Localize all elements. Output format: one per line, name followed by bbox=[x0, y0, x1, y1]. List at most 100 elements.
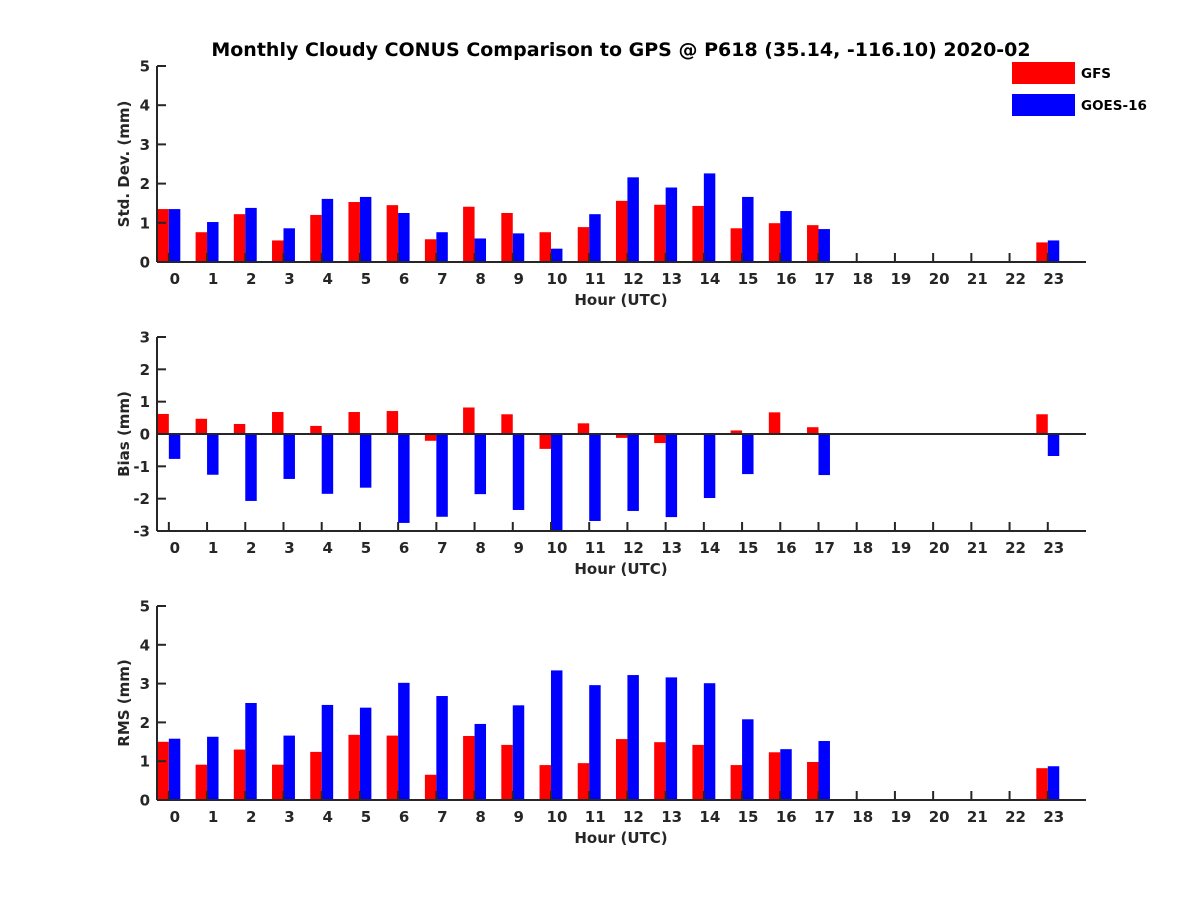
bar-stddev-goes-16-hour-17 bbox=[818, 229, 830, 262]
x-tick-label: 20 bbox=[929, 539, 950, 557]
bar-stddev-gfs-hour-7 bbox=[424, 239, 437, 262]
bar-bias-gfs-hour-9 bbox=[501, 414, 513, 434]
x-tick-label: 7 bbox=[437, 539, 447, 557]
bar-stddev-goes-16-hour-6 bbox=[398, 213, 410, 262]
bar-stddev-goes-16-hour-1 bbox=[207, 222, 219, 262]
x-tick-label: 12 bbox=[623, 808, 644, 826]
x-tick-label: 1 bbox=[208, 270, 218, 288]
x-tick-label: 20 bbox=[929, 270, 950, 288]
bar-stddev-gfs-hour-6 bbox=[386, 205, 399, 262]
bar-bias-goes-16-hour-4 bbox=[321, 434, 334, 494]
bar-rms-gfs-hour-23 bbox=[1036, 768, 1048, 800]
x-tick-label: 23 bbox=[1043, 270, 1064, 288]
bar-rms-goes-16-hour-7 bbox=[436, 696, 448, 800]
bar-rms-goes-16-hour-12 bbox=[627, 675, 639, 800]
bar-bias-goes-16-hour-17 bbox=[818, 434, 830, 476]
y-tick-label: -3 bbox=[133, 523, 150, 541]
x-tick-label: 18 bbox=[852, 270, 873, 288]
x-tick-label: 0 bbox=[170, 270, 180, 288]
x-tick-label: 10 bbox=[547, 808, 568, 826]
x-tick-label: 22 bbox=[1005, 270, 1026, 288]
x-tick-label: 5 bbox=[361, 270, 371, 288]
bar-stddev-goes-16-hour-2 bbox=[245, 207, 257, 262]
bar-stddev-gfs-hour-0 bbox=[157, 209, 169, 262]
series-gfs bbox=[157, 407, 1048, 449]
bar-rms-gfs-hour-7 bbox=[424, 774, 437, 800]
bar-rms-goes-16-hour-0 bbox=[168, 738, 181, 800]
bar-bias-gfs-hour-10 bbox=[539, 434, 551, 449]
bar-rms-gfs-hour-9 bbox=[501, 744, 513, 800]
x-tick-label: 6 bbox=[399, 270, 409, 288]
bar-rms-gfs-hour-14 bbox=[692, 744, 704, 800]
x-tick-label: 0 bbox=[170, 808, 180, 826]
x-tick-label: 11 bbox=[585, 539, 606, 557]
x-tick-label: 20 bbox=[929, 808, 950, 826]
bar-rms-gfs-hour-11 bbox=[577, 763, 590, 800]
bar-stddev-goes-16-hour-15 bbox=[742, 196, 754, 262]
bar-stddev-gfs-hour-15 bbox=[730, 228, 743, 262]
x-tick-label: 23 bbox=[1043, 808, 1064, 826]
bar-bias-gfs-hour-15 bbox=[730, 430, 743, 434]
x-tick-label: 12 bbox=[623, 539, 644, 557]
legend-swatch bbox=[1012, 62, 1075, 84]
x-tick-label: 18 bbox=[852, 808, 873, 826]
bar-stddev-gfs-hour-1 bbox=[195, 232, 208, 262]
x-tick-label: 5 bbox=[361, 808, 371, 826]
x-tick-label: 1 bbox=[208, 808, 218, 826]
x-tick-label: 3 bbox=[284, 270, 294, 288]
series-goes-16 bbox=[168, 173, 1060, 262]
bar-bias-goes-16-hour-15 bbox=[742, 434, 754, 475]
x-tick-label: 21 bbox=[967, 539, 988, 557]
bar-rms-goes-16-hour-8 bbox=[474, 723, 487, 800]
x-tick-label: 9 bbox=[514, 270, 524, 288]
legend: GFS GOES-16 bbox=[1012, 62, 1147, 116]
x-tick-label: 19 bbox=[890, 270, 911, 288]
x-tick-label: 9 bbox=[514, 808, 524, 826]
bar-bias-gfs-hour-6 bbox=[386, 411, 399, 434]
x-tick-label: 7 bbox=[437, 808, 447, 826]
x-tick-label: 7 bbox=[437, 270, 447, 288]
x-tick-label: 17 bbox=[814, 539, 835, 557]
bar-rms-gfs-hour-15 bbox=[730, 765, 743, 800]
bar-bias-goes-16-hour-14 bbox=[703, 434, 716, 499]
bar-stddev-goes-16-hour-11 bbox=[589, 214, 601, 262]
x-tick-label: 11 bbox=[585, 270, 606, 288]
bar-rms-goes-16-hour-3 bbox=[283, 735, 295, 800]
x-tick-label: 14 bbox=[699, 539, 720, 557]
bar-bias-goes-16-hour-23 bbox=[1047, 434, 1060, 456]
bar-bias-goes-16-hour-2 bbox=[245, 434, 257, 501]
y-axis-label: Std. Dev. (mm) bbox=[115, 101, 133, 228]
x-tick-label: 8 bbox=[475, 808, 485, 826]
x-tick-label: 6 bbox=[399, 808, 409, 826]
bar-stddev-gfs-hour-3 bbox=[272, 240, 284, 262]
x-tick-label: 9 bbox=[514, 539, 524, 557]
bar-stddev-goes-16-hour-16 bbox=[780, 211, 792, 262]
x-tick-label: 6 bbox=[399, 539, 409, 557]
bar-stddev-goes-16-hour-12 bbox=[627, 177, 639, 262]
bar-stddev-goes-16-hour-0 bbox=[168, 209, 181, 262]
bar-bias-goes-16-hour-0 bbox=[168, 434, 181, 459]
bar-rms-gfs-hour-10 bbox=[539, 765, 551, 800]
bar-stddev-gfs-hour-11 bbox=[577, 227, 590, 262]
x-tick-label: 2 bbox=[246, 270, 256, 288]
y-tick-label: 4 bbox=[140, 97, 150, 115]
bar-stddev-gfs-hour-17 bbox=[807, 225, 819, 262]
bar-rms-gfs-hour-3 bbox=[272, 764, 284, 800]
x-tick-label: 18 bbox=[852, 539, 873, 557]
series-goes-16 bbox=[168, 434, 1060, 531]
bar-stddev-goes-16-hour-10 bbox=[550, 248, 563, 262]
x-tick-label: 5 bbox=[361, 539, 371, 557]
chart-title: Monthly Cloudy CONUS Comparison to GPS @… bbox=[211, 39, 1030, 61]
y-tick-label: 1 bbox=[140, 393, 150, 411]
bar-bias-gfs-hour-7 bbox=[424, 434, 437, 441]
y-tick-label: 1 bbox=[140, 753, 150, 771]
bar-stddev-gfs-hour-4 bbox=[310, 214, 322, 262]
x-tick-label: 2 bbox=[246, 808, 256, 826]
bar-stddev-gfs-hour-14 bbox=[692, 205, 704, 262]
bar-rms-gfs-hour-6 bbox=[386, 735, 399, 800]
bar-bias-gfs-hour-2 bbox=[233, 423, 246, 434]
y-tick-label: 3 bbox=[140, 136, 150, 154]
bar-rms-gfs-hour-1 bbox=[195, 764, 208, 800]
